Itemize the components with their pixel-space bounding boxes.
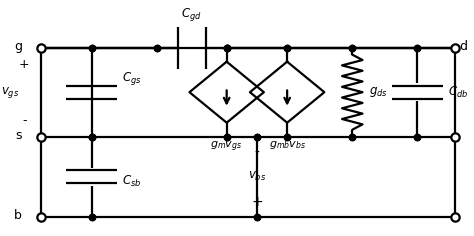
Text: $v_{bs}$: $v_{bs}$ bbox=[248, 170, 266, 183]
Text: +: + bbox=[19, 58, 29, 71]
Text: b: b bbox=[14, 209, 22, 222]
Text: -: - bbox=[22, 114, 27, 127]
Text: $g_{mb}v_{bs}$: $g_{mb}v_{bs}$ bbox=[268, 139, 306, 151]
Text: -: - bbox=[255, 146, 259, 160]
Text: $g_{ds}$: $g_{ds}$ bbox=[369, 85, 387, 99]
Text: $C_{gs}$: $C_{gs}$ bbox=[122, 70, 142, 87]
Text: $C_{db}$: $C_{db}$ bbox=[447, 85, 468, 100]
Text: $C_{gd}$: $C_{gd}$ bbox=[182, 6, 202, 23]
Text: s: s bbox=[16, 129, 22, 142]
Text: $C_{sb}$: $C_{sb}$ bbox=[122, 174, 141, 189]
Text: +: + bbox=[251, 195, 263, 210]
Text: d: d bbox=[459, 40, 467, 53]
Text: $v_{gs}$: $v_{gs}$ bbox=[1, 85, 19, 100]
Text: $g_m v_{gs}$: $g_m v_{gs}$ bbox=[210, 139, 243, 153]
Text: g: g bbox=[14, 40, 22, 53]
